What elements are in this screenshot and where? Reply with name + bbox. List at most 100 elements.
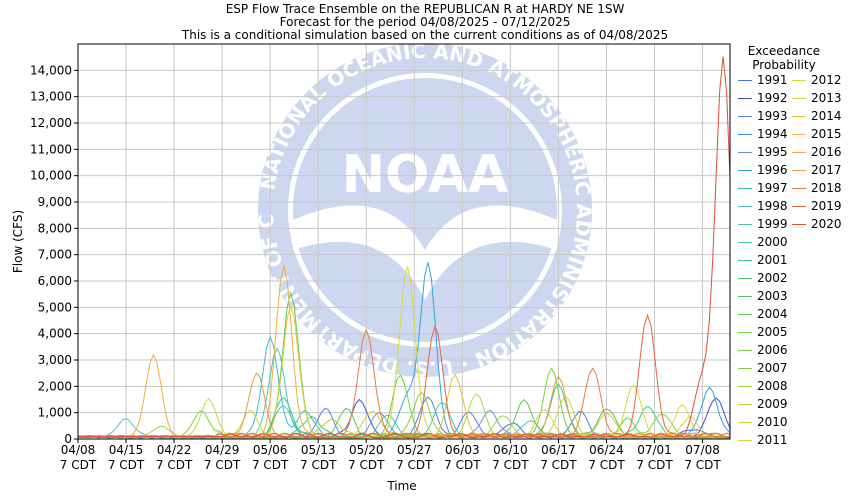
- x-axis-label: Time: [386, 479, 416, 493]
- legend-swatch: [738, 116, 752, 117]
- y-tick-label: 8,000: [38, 221, 72, 235]
- legend-swatch: [792, 134, 806, 135]
- legend-label: 1994: [757, 127, 788, 141]
- y-tick-label: 3,000: [38, 353, 72, 367]
- legend-title-2: Probability: [752, 58, 816, 72]
- chart-subtitle-period: Forecast for the period 04/08/2025 - 07/…: [279, 15, 571, 29]
- legend-label: 2014: [811, 109, 842, 123]
- x-tick-label-time: 7 CDT: [300, 458, 337, 472]
- x-tick-label-date: 04/15: [109, 443, 144, 457]
- y-tick-label: 12,000: [30, 116, 72, 130]
- legend-swatch: [738, 224, 752, 225]
- y-tick-label: 9,000: [38, 195, 72, 209]
- x-tick-label-time: 7 CDT: [108, 458, 145, 472]
- legend-swatch: [738, 260, 752, 261]
- chart-title: ESP Flow Trace Ensemble on the REPUBLICA…: [225, 2, 625, 16]
- legend-label: 2008: [757, 379, 788, 393]
- watermark-ring: [258, 43, 592, 377]
- x-tick-label-time: 7 CDT: [396, 458, 433, 472]
- x-tick-label-time: 7 CDT: [588, 458, 625, 472]
- legend-swatch: [792, 224, 806, 225]
- x-tick-label-date: 05/06: [253, 443, 288, 457]
- legend-swatch: [738, 80, 752, 81]
- x-tick-label-time: 7 CDT: [156, 458, 193, 472]
- legend-swatch: [738, 206, 752, 207]
- x-tick-label-date: 06/03: [445, 443, 480, 457]
- legend-swatch: [738, 242, 752, 243]
- watermark-wordmark: NOAA: [342, 145, 509, 205]
- legend-label: 1999: [757, 217, 788, 231]
- legend-label: 2018: [811, 181, 842, 195]
- legend-swatch: [738, 188, 752, 189]
- legend-label: 2009: [757, 397, 788, 411]
- legend-swatch: [792, 116, 806, 117]
- legend-label: 2004: [757, 307, 788, 321]
- legend-swatch: [792, 170, 806, 171]
- legend-label: 2006: [757, 343, 788, 357]
- x-tick-label-time: 7 CDT: [204, 458, 241, 472]
- legend-swatch: [738, 314, 752, 315]
- x-tick-label-time: 7 CDT: [540, 458, 577, 472]
- x-tick-label-time: 7 CDT: [60, 458, 97, 472]
- legend-label: 2007: [757, 361, 788, 375]
- legend-swatch: [738, 98, 752, 99]
- y-tick-label: 0: [64, 432, 72, 446]
- legend-swatch: [738, 386, 752, 387]
- legend-label: 1996: [757, 163, 788, 177]
- y-tick-label: 4,000: [38, 327, 72, 341]
- legend-swatch: [792, 152, 806, 153]
- legend-swatch: [738, 440, 752, 441]
- legend-swatch: [738, 152, 752, 153]
- legend-label: 1998: [757, 199, 788, 213]
- x-tick-label-time: 7 CDT: [444, 458, 481, 472]
- x-tick-label-date: 06/17: [541, 443, 576, 457]
- legend-label: 1995: [757, 145, 788, 159]
- y-tick-label: 5,000: [38, 300, 72, 314]
- legend-label: 1993: [757, 109, 788, 123]
- legend-swatch: [738, 422, 752, 423]
- legend-label: 2016: [811, 145, 842, 159]
- series-line-2020: [78, 56, 730, 439]
- legend-label: 2017: [811, 163, 842, 177]
- x-tick-label-date: 06/24: [589, 443, 624, 457]
- y-tick-label: 7,000: [38, 248, 72, 262]
- x-tick-label-date: 05/27: [397, 443, 432, 457]
- x-tick-label-date: 04/29: [205, 443, 240, 457]
- x-tick-label-time: 7 CDT: [684, 458, 721, 472]
- y-tick-label: 14,000: [30, 63, 72, 77]
- legend-label: 2020: [811, 217, 842, 231]
- legend-swatch: [792, 98, 806, 99]
- legend-label: 2012: [811, 73, 842, 87]
- y-tick-label: 2,000: [38, 379, 72, 393]
- y-tick-label: 11,000: [30, 142, 72, 156]
- x-tick-label-date: 05/20: [349, 443, 384, 457]
- legend-label: 2019: [811, 199, 842, 213]
- plot-frame: [77, 43, 731, 440]
- legend-swatch: [738, 278, 752, 279]
- legend-label: 2003: [757, 289, 788, 303]
- legend-swatch: [738, 170, 752, 171]
- x-tick-label-date: 05/13: [301, 443, 336, 457]
- legend-label: 1991: [757, 73, 788, 87]
- legend-label: 1997: [757, 181, 788, 195]
- x-tick-label-date: 06/10: [493, 443, 528, 457]
- legend-swatch: [792, 188, 806, 189]
- x-tick-label-date: 07/01: [637, 443, 672, 457]
- legend-swatch: [738, 332, 752, 333]
- plot-area: [78, 44, 730, 439]
- legend-label: 2000: [757, 235, 788, 249]
- watermark-gull: [293, 205, 557, 300]
- legend-label: 1992: [757, 91, 788, 105]
- x-tick-label-time: 7 CDT: [348, 458, 385, 472]
- legend-swatch: [738, 368, 752, 369]
- legend-label: 2013: [811, 91, 842, 105]
- legend-label: 2002: [757, 271, 788, 285]
- legend-title-1: Exceedance: [747, 44, 821, 58]
- chart-subtitle-conditions: This is a conditional simulation based o…: [181, 28, 669, 42]
- y-tick-label: 6,000: [38, 274, 72, 288]
- y-tick-label: 13,000: [30, 90, 72, 104]
- x-tick-label-time: 7 CDT: [492, 458, 529, 472]
- legend-label: 2005: [757, 325, 788, 339]
- x-tick-label-date: 04/22: [157, 443, 192, 457]
- x-tick-label-time: 7 CDT: [636, 458, 673, 472]
